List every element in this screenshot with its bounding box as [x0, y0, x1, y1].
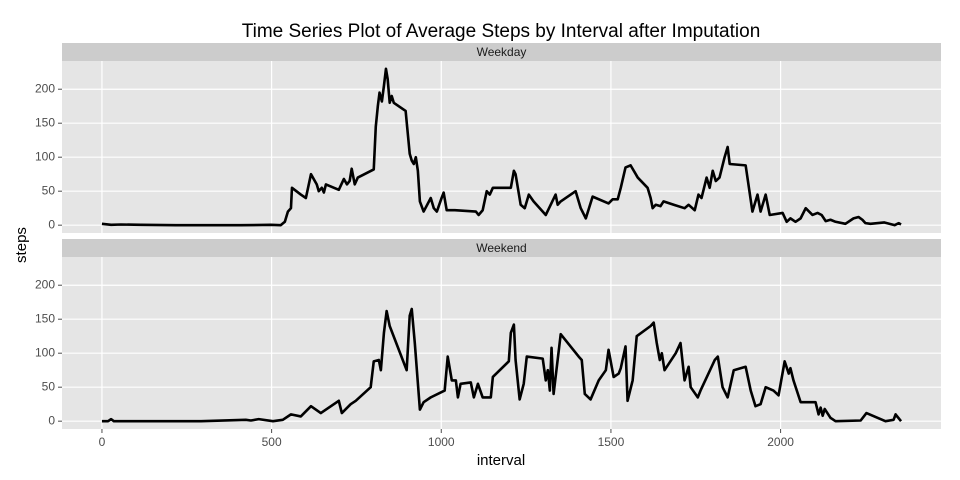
x-tick-label: 0	[99, 435, 106, 449]
y-tick-label: 50	[42, 379, 56, 393]
y-tick-label: 200	[35, 81, 55, 95]
strip-background	[62, 43, 941, 61]
strip-background	[62, 239, 941, 257]
x-tick-label: 2000	[767, 435, 794, 449]
y-axis-title: steps	[13, 227, 30, 263]
x-axis-title: interval	[477, 452, 525, 469]
line	[101, 307, 903, 423]
x-tick-label: 1000	[428, 435, 455, 449]
y-tick-label: 150	[35, 115, 55, 129]
y-tick-label: 100	[35, 345, 55, 359]
y-tick-label: 0	[48, 413, 55, 427]
y-tick-label: 200	[35, 277, 55, 291]
y-tick-label: 0	[48, 217, 55, 231]
strip-label: Weekday	[477, 45, 527, 59]
y-tick-label: 150	[35, 311, 55, 325]
x-tick-label: 500	[262, 435, 282, 449]
panel-background	[62, 61, 941, 233]
x-tick-label: 1500	[598, 435, 625, 449]
y-tick-label: 50	[42, 183, 56, 197]
strip-label: Weekend	[476, 241, 526, 255]
line	[101, 67, 902, 227]
chart-title: Time Series Plot of Average Steps by Int…	[242, 21, 761, 42]
y-tick-label: 100	[35, 149, 55, 163]
